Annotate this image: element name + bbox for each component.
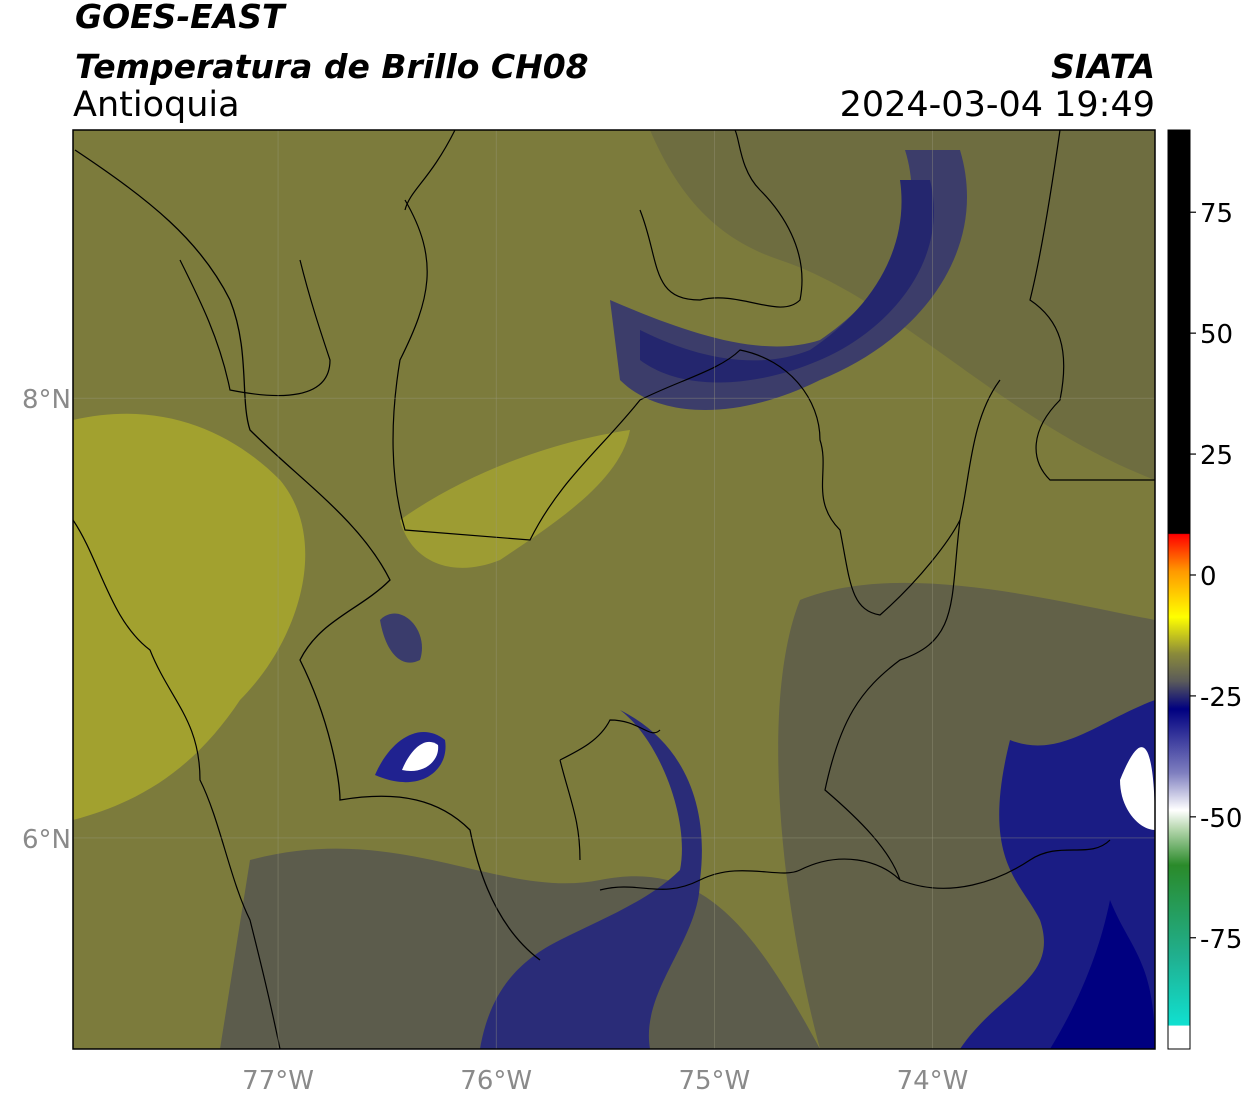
coastline <box>73 519 281 1049</box>
x-tick-label: 77°W <box>242 1066 314 1096</box>
boundary <box>1029 130 1155 481</box>
colorbar <box>1167 129 1191 1050</box>
warm-area <box>73 413 306 820</box>
colorbar-tick-label: -50 <box>1200 804 1242 834</box>
colorbar-tick-label: 75 <box>1200 199 1233 229</box>
colorbar-tick-label: 25 <box>1200 441 1233 471</box>
boundary <box>824 519 1111 889</box>
cloud-core <box>402 741 439 771</box>
map-frame <box>72 129 1156 1050</box>
colorbar-tick-label: 0 <box>1200 562 1217 592</box>
colorbar-tick-label: -25 <box>1200 683 1242 713</box>
source: SIATA <box>1051 47 1155 86</box>
coastline <box>179 259 331 397</box>
y-tick-label: 8°N <box>22 385 71 415</box>
x-tick-label: 74°W <box>897 1066 969 1096</box>
cloud-band <box>610 150 968 410</box>
boundary <box>559 719 901 891</box>
colorbar-tick-label: -75 <box>1200 925 1242 955</box>
x-tick-label: 76°W <box>460 1066 532 1096</box>
region: Antioquia <box>73 85 240 125</box>
datetime: 2024-03-04 19:49 <box>840 85 1155 125</box>
cloud-core <box>1050 900 1155 1049</box>
grid <box>73 130 1155 1049</box>
boundary <box>404 130 803 308</box>
title: GOES-EAST <box>75 0 287 36</box>
cloud-band <box>380 613 422 663</box>
colorbar-tick-label: 50 <box>1200 320 1233 350</box>
boundary <box>74 149 541 961</box>
subtitle: Temperatura de Brillo CH08 <box>75 47 589 86</box>
labels: 77°W 76°W 75°W 74°W 8°N 6°N 75 50 25 0 -25 -50 -75 <box>22 199 1242 1096</box>
cloud-band <box>480 710 702 1049</box>
cloud-band <box>640 180 934 383</box>
x-tick-label: 75°W <box>678 1066 750 1096</box>
warm-area <box>400 430 630 568</box>
map-field <box>73 130 1155 1049</box>
y-tick-label: 6°N <box>22 825 71 855</box>
cloud-core <box>1120 747 1155 830</box>
